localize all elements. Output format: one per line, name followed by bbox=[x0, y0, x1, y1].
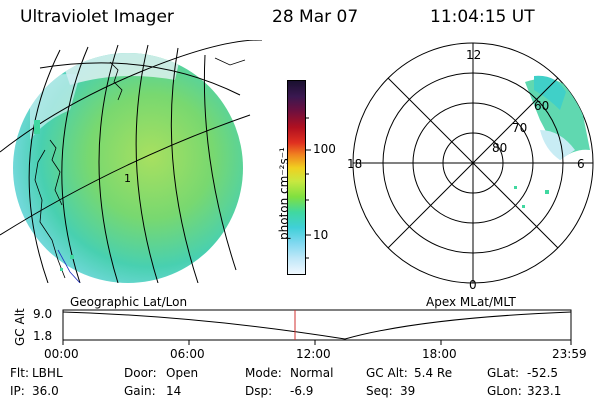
gcalt-value: 5.4 Re bbox=[414, 366, 453, 380]
auroral-oval bbox=[514, 75, 590, 208]
mlat-label-60: 60 bbox=[534, 99, 549, 113]
mlt-label-18: 18 bbox=[347, 157, 362, 171]
gain-label: Gain: bbox=[124, 384, 156, 398]
glon-value: 323.1 bbox=[527, 384, 562, 398]
seq-value: 39 bbox=[400, 384, 416, 398]
colorbar-tick-10: 10 bbox=[313, 228, 329, 242]
header-date: 28 Mar 07 bbox=[272, 7, 359, 27]
dsp-value: -6.9 bbox=[290, 384, 314, 398]
altitude-plot bbox=[62, 309, 572, 345]
altitude-xtick-0600: 06:00 bbox=[170, 347, 205, 361]
app-title: Ultraviolet Imager bbox=[20, 7, 174, 27]
header-time: 11:04:15 UT bbox=[430, 7, 535, 27]
seq-label: Seq: bbox=[366, 384, 393, 398]
glat-label: GLat: bbox=[487, 366, 520, 380]
flt-value: LBHL bbox=[32, 366, 63, 380]
altitude-xtick-1800: 18:00 bbox=[422, 347, 457, 361]
altitude-ylabel: GC Alt bbox=[13, 308, 27, 346]
geographic-image bbox=[0, 40, 262, 283]
coastlines bbox=[34, 57, 246, 279]
mlt-label-12: 12 bbox=[466, 48, 481, 62]
earth-disk bbox=[13, 53, 243, 283]
left-panel-label: Geographic Lat/Lon bbox=[70, 295, 188, 309]
mlat-label-80: 80 bbox=[492, 141, 507, 155]
door-value: Open bbox=[166, 366, 199, 380]
ip-label: IP: bbox=[10, 384, 25, 398]
altitude-ytick-9: 9.0 bbox=[33, 307, 53, 321]
colorbar-unit-label: photon cm⁻²s⁻¹ bbox=[277, 147, 291, 240]
altitude-xtick-1200: 12:00 bbox=[296, 347, 331, 361]
glon-label: GLon: bbox=[487, 384, 522, 398]
right-panel-label: Apex MLat/MLT bbox=[426, 295, 516, 309]
ip-value: 36.0 bbox=[32, 384, 59, 398]
mlt-label-6: 6 bbox=[577, 157, 585, 171]
mode-value: Normal bbox=[290, 366, 334, 380]
altitude-xtick-0000: 00:00 bbox=[44, 347, 79, 361]
flt-label: Flt: bbox=[10, 366, 29, 380]
gain-value: 14 bbox=[166, 384, 182, 398]
lat-lon-grid bbox=[0, 40, 262, 283]
glat-value: -52.5 bbox=[527, 366, 559, 380]
altitude-xtick-2359: 23:59 bbox=[552, 347, 587, 361]
gcalt-label: GC Alt: bbox=[366, 366, 408, 380]
disk-marker: 1 bbox=[124, 172, 131, 185]
colorbar-tick-100: 100 bbox=[313, 142, 336, 156]
polar-plot bbox=[352, 42, 594, 284]
dsp-label: Dsp: bbox=[245, 384, 273, 398]
edge-aurora-speckles bbox=[34, 120, 74, 271]
mlat-label-70: 70 bbox=[512, 121, 527, 135]
mlt-label-0: 0 bbox=[469, 278, 477, 292]
altitude-ytick-1-8: 1.8 bbox=[33, 329, 53, 343]
mode-label: Mode: bbox=[245, 366, 282, 380]
intensity-colorbar bbox=[287, 80, 306, 275]
door-label: Door: bbox=[124, 366, 157, 380]
